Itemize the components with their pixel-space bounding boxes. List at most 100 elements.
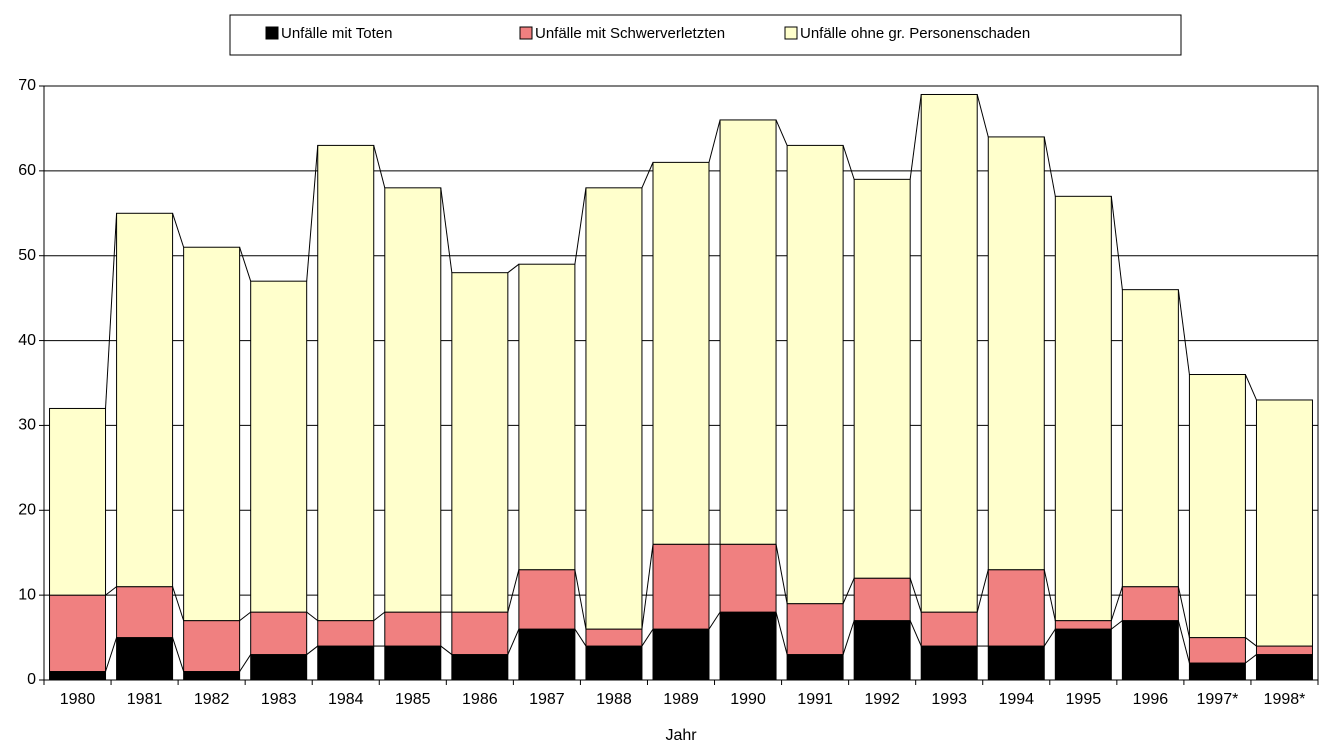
series-line [842, 620, 855, 655]
series-line [976, 569, 989, 613]
series-line [507, 628, 520, 655]
bar-segment [384, 611, 442, 647]
x-axis-label: Jahr [665, 727, 697, 744]
bar-segment [183, 671, 241, 681]
series-line [239, 654, 252, 672]
series-line [306, 645, 319, 655]
x-tick-label: 1990 [730, 691, 766, 708]
bar-segment [116, 212, 174, 588]
bar-segment [49, 671, 107, 681]
x-tick-label: 1992 [864, 691, 900, 708]
series-line [1245, 654, 1257, 664]
x-tick-label: 1994 [998, 691, 1034, 708]
bar-segment [853, 178, 911, 579]
series-line [306, 145, 319, 282]
series-line [641, 544, 654, 630]
bar-segment [920, 611, 978, 647]
bar-segment [920, 93, 978, 613]
plot-border [43, 85, 1319, 681]
bar-segment [518, 628, 576, 681]
bar-segment [1255, 399, 1313, 647]
bar-segment [1188, 662, 1246, 681]
series-line [574, 569, 587, 630]
bar-segment [719, 611, 777, 681]
series-line [1110, 196, 1123, 290]
bar-segment [250, 654, 308, 681]
series-line [909, 94, 922, 180]
x-tick-label: 1986 [462, 691, 498, 708]
bar-segment [987, 136, 1045, 571]
y-tick-label: 40 [18, 332, 36, 349]
series-line [440, 187, 453, 273]
bar-segment [451, 611, 509, 656]
bar-segment [920, 645, 978, 681]
bar-segment [250, 611, 308, 656]
series-line [976, 94, 989, 138]
bar-segment [1121, 289, 1179, 588]
series-line [507, 569, 520, 613]
series-line [239, 247, 252, 282]
series-line [842, 145, 855, 180]
series-line [775, 119, 788, 146]
bar-segment [1121, 620, 1179, 681]
bar-segment [1255, 645, 1313, 656]
bar-segment [987, 645, 1045, 681]
series-line [641, 162, 654, 189]
x-tick-label: 1998* [1264, 691, 1306, 708]
bar-segment [451, 654, 509, 681]
series-line [373, 145, 386, 188]
legend-swatch [519, 26, 533, 40]
bar-segment [585, 628, 643, 647]
bar-segment [49, 407, 107, 596]
y-tick-label: 30 [18, 417, 36, 434]
series-line [1177, 289, 1190, 375]
bar-segment [384, 187, 442, 613]
series-line [1177, 586, 1190, 638]
bar-segment [719, 543, 777, 613]
bar-segment [585, 645, 643, 681]
bar-segment [1054, 628, 1112, 681]
x-tick-label: 1981 [127, 691, 163, 708]
bar-segment [518, 263, 576, 571]
x-tick-label: 1982 [194, 691, 230, 708]
bar-segment [1188, 637, 1246, 664]
series-line [574, 187, 587, 265]
series-line [373, 611, 386, 621]
series-line [172, 213, 185, 248]
x-tick-label: 1988 [596, 691, 632, 708]
y-tick-label: 70 [18, 77, 36, 94]
bar-segment [317, 620, 375, 647]
series-line [1110, 586, 1123, 621]
bar-segment [786, 144, 844, 605]
series-line [1177, 620, 1190, 664]
series-line [105, 213, 118, 409]
legend-label: Unfälle mit Schwerverletzten [535, 25, 725, 42]
x-tick-label: 1980 [60, 691, 96, 708]
series-line [507, 263, 520, 274]
series-line [105, 586, 117, 596]
x-tick-label: 1983 [261, 691, 297, 708]
series-line [842, 577, 855, 604]
bar-segment [116, 586, 174, 639]
series-line [1245, 637, 1257, 647]
series-line [775, 611, 788, 655]
bar-segment [652, 161, 710, 545]
series-line [105, 637, 118, 672]
series-line [1244, 374, 1257, 401]
bar-segment [853, 620, 911, 681]
series-line [1043, 628, 1056, 647]
series-line [1043, 569, 1056, 621]
legend-label: Unfälle ohne gr. Personenschaden [800, 25, 1030, 42]
series-line [1111, 620, 1123, 630]
x-tick-label: 1991 [797, 691, 833, 708]
bar-segment [1054, 620, 1112, 630]
x-tick-label: 1993 [931, 691, 967, 708]
series-line [909, 620, 922, 647]
bar-segment [183, 246, 241, 622]
bar-segment [451, 272, 509, 613]
bar-segment [987, 569, 1045, 647]
x-tick-label: 1989 [663, 691, 699, 708]
bar-segment [518, 569, 576, 630]
bar-segment [853, 577, 911, 622]
series-line [909, 578, 922, 613]
